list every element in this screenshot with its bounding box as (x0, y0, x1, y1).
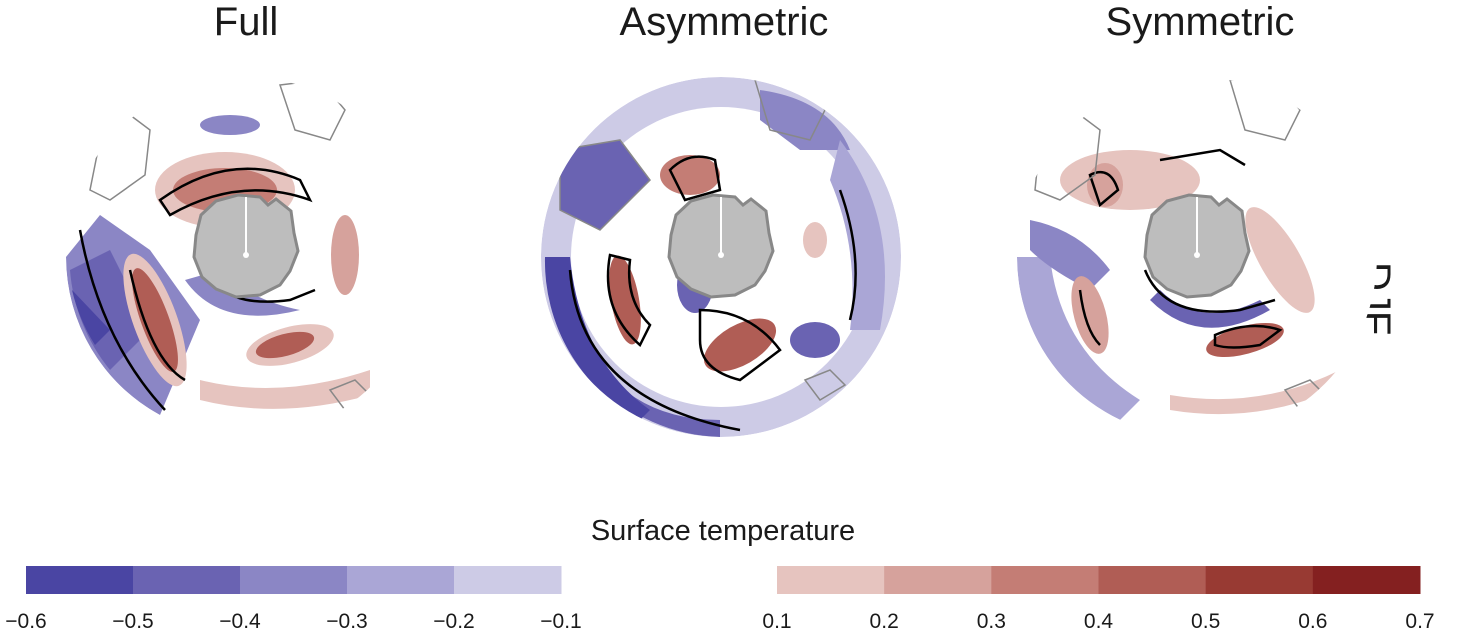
colorbar-negative-tick-label: −0.3 (326, 610, 368, 633)
colorbar-negative-tick-label: −0.5 (112, 610, 154, 633)
colorbar-positive-swatch-2 (991, 566, 1099, 594)
map-asymmetric (541, 77, 901, 437)
colorbar-positive-swatch-3 (1098, 566, 1207, 594)
map-full (66, 77, 426, 437)
colorbar-positive-swatch-5 (1312, 566, 1421, 594)
colorbar-positive (777, 566, 1421, 594)
colorbar-title: Surface temperature (590, 515, 856, 547)
colorbar-negative-tick-label: −0.4 (219, 610, 261, 633)
colorbar-negative-swatch-1 (133, 566, 241, 594)
colorbar-negative (26, 566, 562, 594)
colorbar-negative-tick-label: −0.1 (540, 610, 582, 633)
colorbar-positive-tick-label: 0.7 (1405, 610, 1435, 633)
colorbar-positive-swatch-4 (1205, 566, 1314, 594)
colorbar-positive-tick-label: 0.4 (1083, 610, 1114, 633)
map-symmetric (1017, 77, 1377, 437)
colorbar-positive-tick-label: 0.3 (976, 610, 1006, 633)
colorbar-positive-tick-label: 0.1 (762, 610, 792, 633)
colorbar-negative-swatch-0 (26, 566, 134, 594)
colorbar-negative-swatch-2 (240, 566, 348, 594)
colorbar-positive-swatch-1 (884, 566, 992, 594)
colorbar-negative-tick-label: −0.6 (5, 610, 47, 633)
colorbar-positive-tick-label: 0.5 (1191, 610, 1221, 633)
colorbar-negative-swatch-3 (347, 566, 455, 594)
panel-title-symmetric: Symmetric (1105, 0, 1295, 44)
colorbar-negative-tick-label: −0.2 (433, 610, 475, 633)
colorbar-positive-tick-label: 0.2 (869, 610, 899, 633)
colorbar-positive-tick-label: 0.6 (1298, 610, 1328, 633)
colorbar-positive-swatch-0 (777, 566, 885, 594)
panel-title-asymmetric: Asymmetric (619, 0, 829, 44)
panel-title-full: Full (213, 0, 279, 44)
colorbar-negative-swatch-4 (454, 566, 562, 594)
